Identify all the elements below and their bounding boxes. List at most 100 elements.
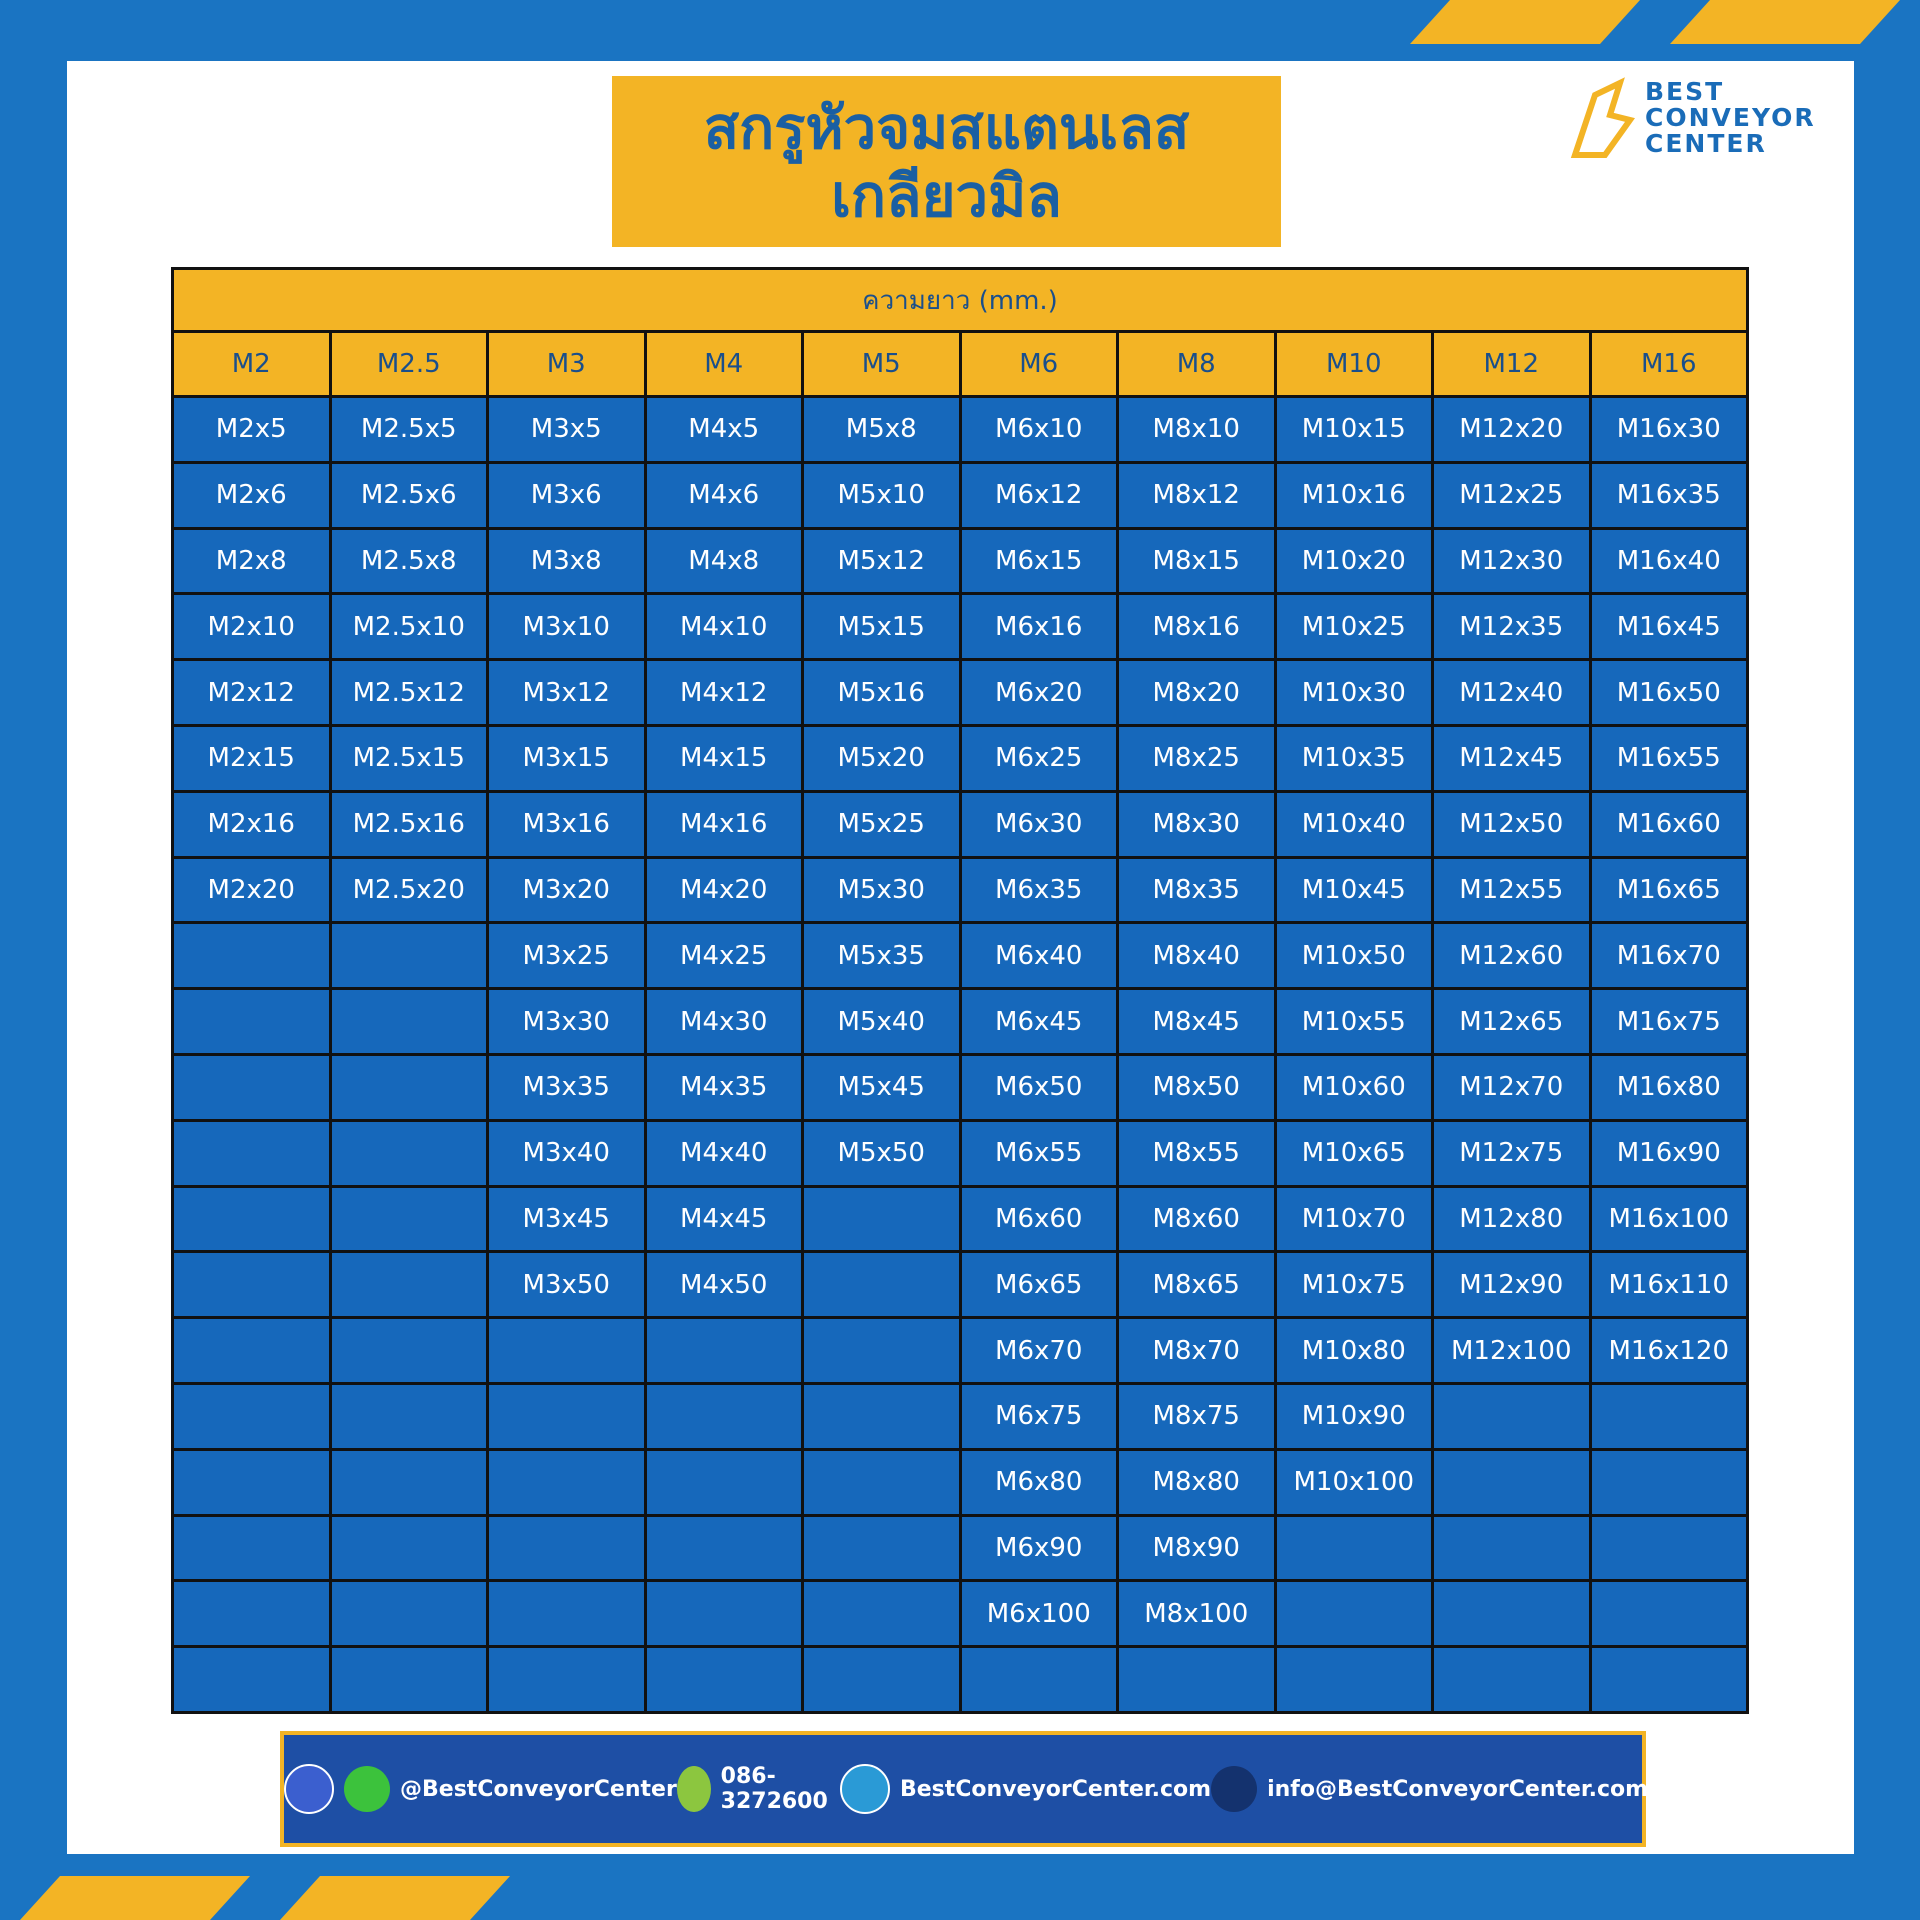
table-cell: M10x75 bbox=[1276, 1253, 1431, 1317]
table-cell: M12x60 bbox=[1434, 924, 1589, 988]
table-cell: M2x6 bbox=[174, 463, 329, 527]
stripe bbox=[1410, 0, 1640, 44]
table-cell: M5x45 bbox=[804, 1055, 959, 1119]
empty-cell bbox=[489, 1516, 644, 1580]
table-cell: M2.5x16 bbox=[331, 792, 486, 856]
empty-cell bbox=[489, 1582, 644, 1646]
empty-cell bbox=[804, 1582, 959, 1646]
table-cell: M5x40 bbox=[804, 990, 959, 1053]
table-cell: M6x25 bbox=[961, 726, 1116, 790]
empty-cell bbox=[961, 1648, 1116, 1711]
table-cell: M6x65 bbox=[961, 1253, 1116, 1317]
table-cell: M6x90 bbox=[961, 1516, 1116, 1580]
table-cell: M3x6 bbox=[489, 463, 644, 527]
table-cell: M10x25 bbox=[1276, 595, 1431, 659]
table-cell: M5x30 bbox=[804, 858, 959, 922]
table-cell: M4x20 bbox=[646, 858, 801, 922]
table-cell: M2x12 bbox=[174, 661, 329, 724]
table-cell: M4x5 bbox=[646, 398, 801, 461]
facebook-icon bbox=[284, 1764, 334, 1814]
table-cell: M10x15 bbox=[1276, 398, 1431, 461]
table-cell: M6x16 bbox=[961, 595, 1116, 659]
table-cell: M8x45 bbox=[1119, 990, 1274, 1053]
empty-cell bbox=[174, 1187, 329, 1251]
empty-cell bbox=[489, 1648, 644, 1711]
table-cell: M10x55 bbox=[1276, 990, 1431, 1053]
table-cell: M16x30 bbox=[1591, 398, 1746, 461]
table-cell: M2.5x20 bbox=[331, 858, 486, 922]
footer-text: BestConveyorCenter.com bbox=[899, 1776, 1212, 1802]
table-cell: M8x15 bbox=[1119, 529, 1274, 593]
empty-cell bbox=[804, 1516, 959, 1580]
empty-cell bbox=[804, 1450, 959, 1514]
table-cell: M2x5 bbox=[174, 398, 329, 461]
table-cell: M10x100 bbox=[1276, 1450, 1431, 1514]
empty-cell bbox=[331, 1187, 486, 1251]
empty-cell bbox=[646, 1582, 801, 1646]
empty-cell bbox=[331, 1253, 486, 1317]
table-cell: M6x45 bbox=[961, 990, 1116, 1053]
table-cell: M2.5x12 bbox=[331, 661, 486, 724]
table-cell: M4x45 bbox=[646, 1187, 801, 1251]
table-cell: M12x20 bbox=[1434, 398, 1589, 461]
empty-cell bbox=[1434, 1450, 1589, 1514]
empty-cell bbox=[331, 1582, 486, 1646]
table-cell: M2.5x6 bbox=[331, 463, 486, 527]
table-cell: M16x80 bbox=[1591, 1055, 1746, 1119]
table-cell: M4x25 bbox=[646, 924, 801, 988]
table-cell: M12x45 bbox=[1434, 726, 1589, 790]
table-cell: M16x65 bbox=[1591, 858, 1746, 922]
empty-cell bbox=[331, 1450, 486, 1514]
empty-cell bbox=[331, 1319, 486, 1382]
table-cell: M6x55 bbox=[961, 1121, 1116, 1185]
table-cell: M2.5x5 bbox=[331, 398, 486, 461]
table-cell: M8x60 bbox=[1119, 1187, 1274, 1251]
empty-cell bbox=[174, 1253, 329, 1317]
table-cell: M10x35 bbox=[1276, 726, 1431, 790]
empty-cell bbox=[646, 1516, 801, 1580]
table-cell: M5x20 bbox=[804, 726, 959, 790]
table-cell: M16x120 bbox=[1591, 1319, 1746, 1382]
table-cell: M4x6 bbox=[646, 463, 801, 527]
table-cell: M3x50 bbox=[489, 1253, 644, 1317]
table-cell: M2x8 bbox=[174, 529, 329, 593]
empty-cell bbox=[1434, 1384, 1589, 1448]
empty-cell bbox=[1434, 1582, 1589, 1646]
empty-cell bbox=[331, 990, 486, 1053]
empty-cell bbox=[174, 990, 329, 1053]
table-cell: M3x12 bbox=[489, 661, 644, 724]
empty-cell bbox=[174, 1582, 329, 1646]
table-cell: M4x12 bbox=[646, 661, 801, 724]
web-icon bbox=[839, 1764, 890, 1814]
table-cell: M3x10 bbox=[489, 595, 644, 659]
empty-cell bbox=[804, 1648, 959, 1711]
table-cell: M10x16 bbox=[1276, 463, 1431, 527]
table-cell: M8x25 bbox=[1119, 726, 1274, 790]
table-cell: M6x20 bbox=[961, 661, 1116, 724]
table-cell: M4x15 bbox=[646, 726, 801, 790]
title-line: เกลียวมิล bbox=[831, 161, 1062, 230]
footer-item: info@BestConveyorCenter.com bbox=[1211, 1766, 1648, 1812]
table-cell: M6x40 bbox=[961, 924, 1116, 988]
stripe bbox=[20, 1876, 250, 1920]
table-cell: M12x35 bbox=[1434, 595, 1589, 659]
empty-cell bbox=[331, 924, 486, 988]
empty-cell bbox=[646, 1319, 801, 1382]
table-cell: M3x25 bbox=[489, 924, 644, 988]
table-cell: M8x100 bbox=[1119, 1582, 1274, 1646]
empty-cell bbox=[1591, 1516, 1746, 1580]
column-header: M6 bbox=[961, 333, 1116, 395]
table-cell: M3x8 bbox=[489, 529, 644, 593]
empty-cell bbox=[646, 1648, 801, 1711]
logo-line: CENTER bbox=[1645, 129, 1767, 158]
empty-cell bbox=[804, 1319, 959, 1382]
table-cell: M12x30 bbox=[1434, 529, 1589, 593]
table-cell: M16x90 bbox=[1591, 1121, 1746, 1185]
empty-cell bbox=[1591, 1582, 1746, 1646]
empty-cell bbox=[174, 1319, 329, 1382]
empty-cell bbox=[646, 1450, 801, 1514]
column-header: M8 bbox=[1119, 333, 1274, 395]
column-header: M2.5 bbox=[331, 333, 486, 395]
empty-cell bbox=[1119, 1648, 1274, 1711]
empty-cell bbox=[804, 1187, 959, 1251]
